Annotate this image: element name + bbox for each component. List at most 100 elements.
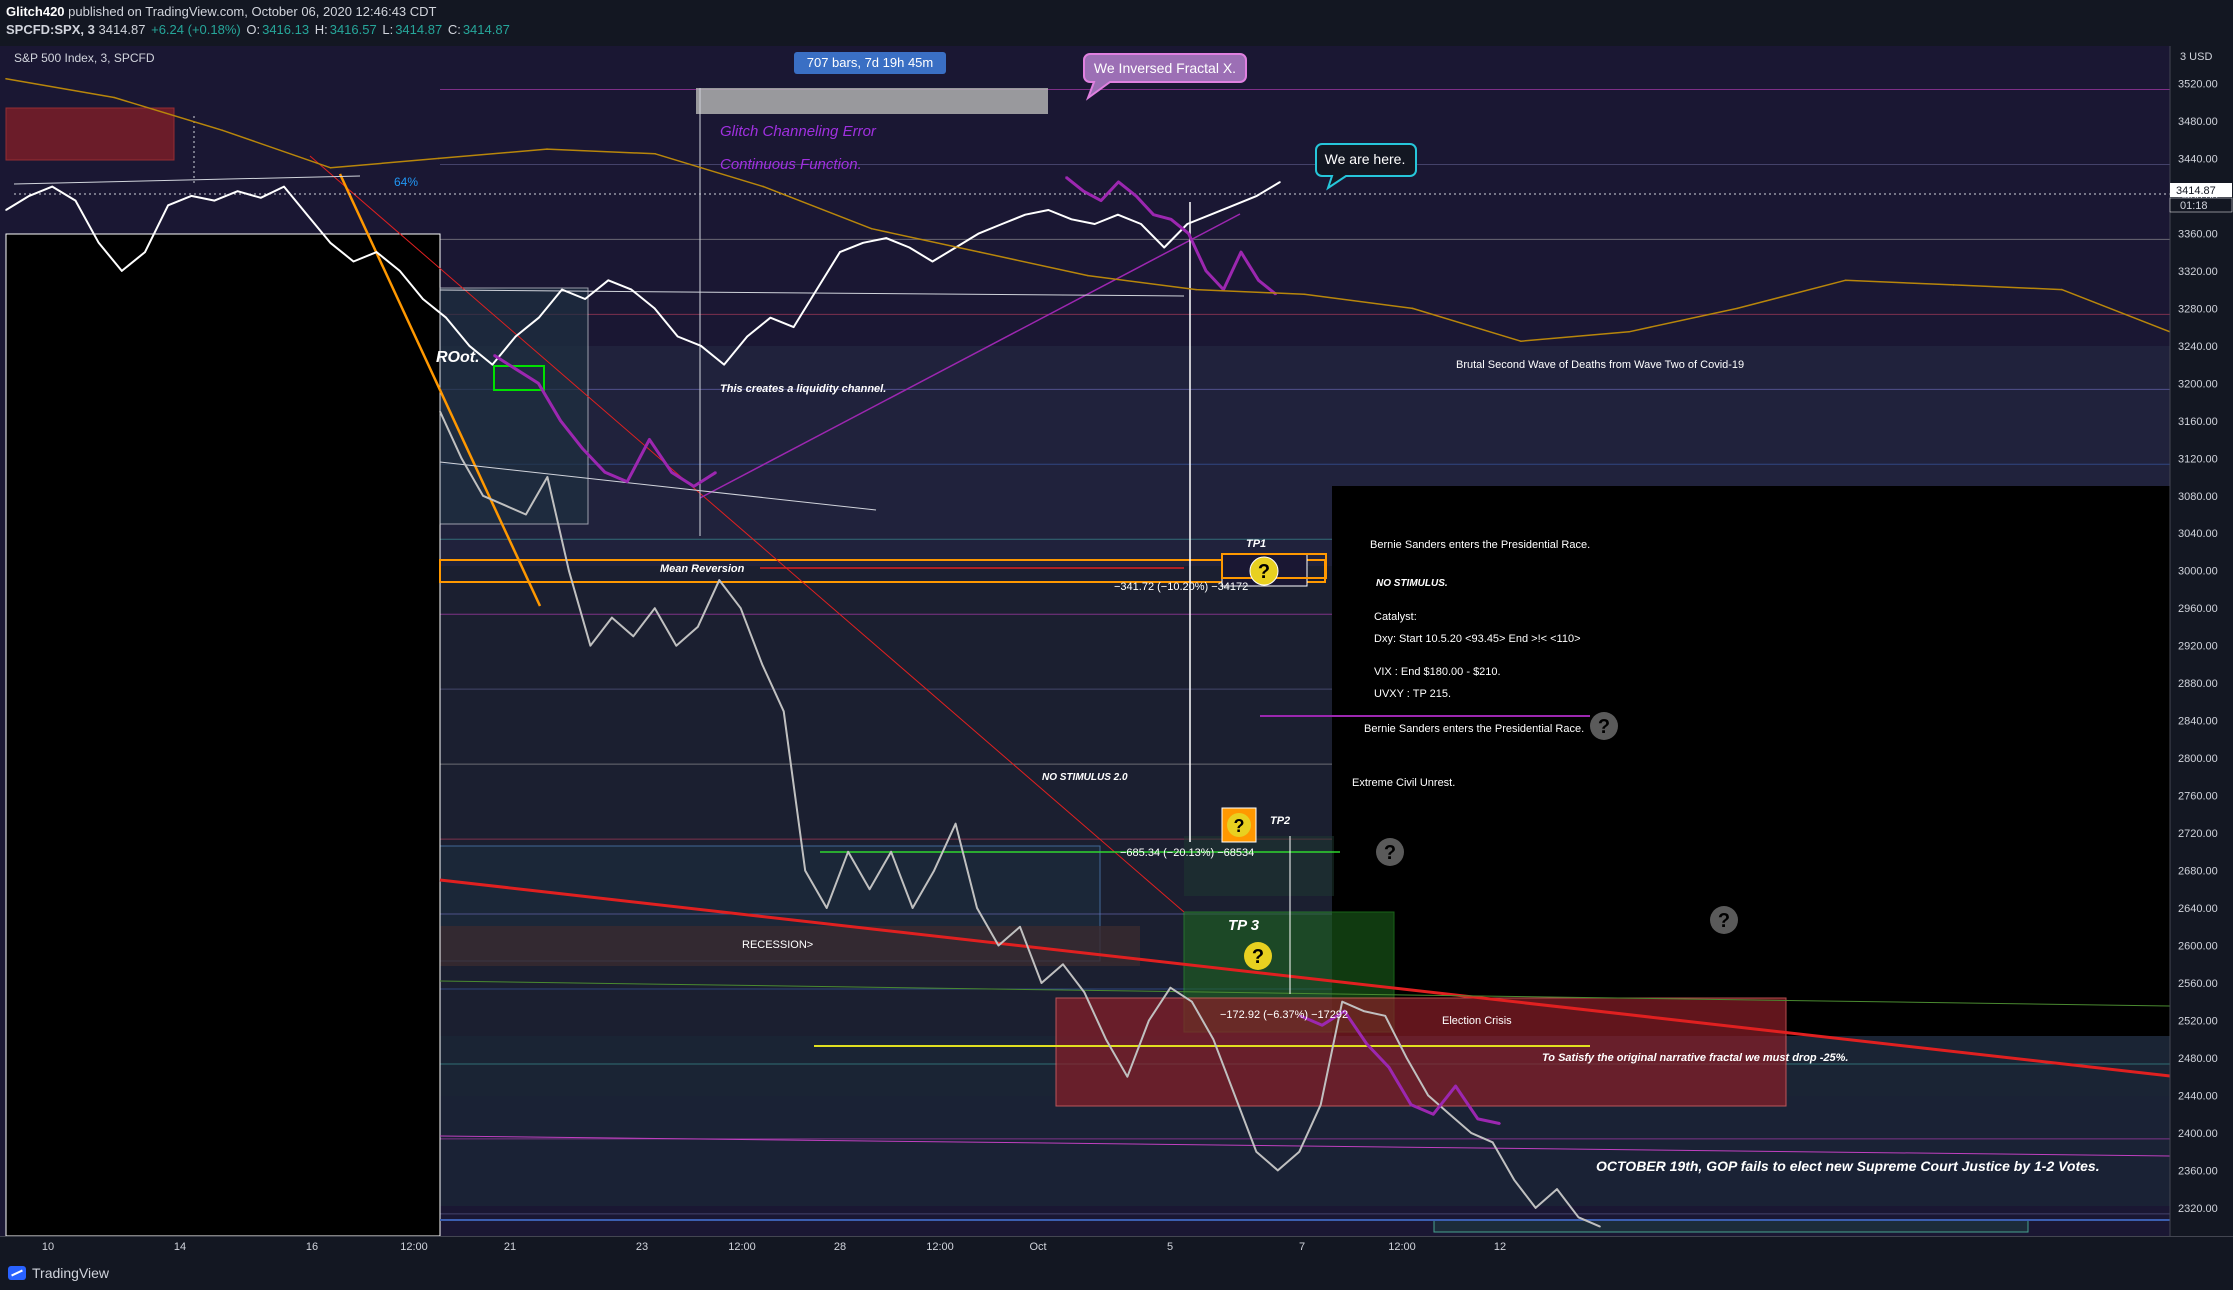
series-point — [74, 199, 77, 202]
series-point — [568, 569, 570, 572]
series-point — [769, 316, 772, 319]
svg-text:?: ? — [1252, 946, 1264, 968]
series-line-4 — [1299, 1009, 1501, 1126]
series-point — [718, 579, 721, 581]
series-point — [604, 471, 606, 474]
october19-label: OCTOBER 19th, GOP fails to elect new Sup… — [1596, 1158, 2100, 1174]
tp2-label: TP2 — [1270, 815, 1290, 827]
civil-unrest-label: Extreme Civil Unrest. — [1352, 777, 1455, 789]
series-point — [1343, 1010, 1346, 1012]
series-point — [468, 345, 471, 347]
series-point — [329, 242, 332, 244]
question-badge-tp2[interactable]: ? — [1221, 807, 1257, 843]
footer: TradingView — [0, 1260, 2233, 1290]
price-tick-label: 3240.00 — [2178, 341, 2218, 353]
bars-range-label: 707 bars, 7d 19h 45m — [794, 52, 946, 74]
series-point — [1087, 274, 1089, 277]
price-tick-label: 2880.00 — [2178, 678, 2218, 690]
open-value: 3416.13 — [262, 22, 310, 37]
tp3-label: TP 3 — [1228, 917, 1260, 934]
price-axis[interactable] — [2170, 46, 2233, 1236]
question-badge-grey-1[interactable]: ? — [1590, 712, 1618, 740]
series-point — [537, 382, 540, 385]
inversed-callout[interactable]: We Inversed Fractal X. — [1083, 53, 1247, 101]
series-point — [399, 270, 401, 272]
time-axis[interactable]: 10 14 16 12:00 21 23 12:00 28 12:00 Oct 5 7 12:00 12 — [0, 1236, 2233, 1261]
series-point — [1117, 181, 1120, 183]
bars-range-text: 707 bars, 7d 19h 45m — [807, 55, 933, 70]
series-point — [1319, 1104, 1322, 1106]
price-tick-label: 2560.00 — [2178, 978, 2218, 990]
glitch-error-label: Glitch Channeling Error — [720, 123, 877, 140]
series-point — [762, 185, 765, 188]
price-tick-label: 3000.00 — [2178, 566, 2218, 578]
price-tick-label: 3080.00 — [2178, 491, 2218, 503]
publish-info: Glitch420 published on TradingView.com, … — [6, 4, 436, 19]
series-point — [445, 316, 447, 319]
series-point — [626, 480, 628, 483]
published-text: published on TradingView.com, October 06… — [68, 4, 437, 19]
series-point — [561, 288, 563, 291]
price-tick-label: 2600.00 — [2178, 941, 2218, 953]
time-tick-label: 12:00 — [728, 1241, 756, 1253]
series-point — [1065, 176, 1067, 178]
time-tick-label: 14 — [173, 1241, 187, 1253]
here-callout[interactable]: We are here. — [1315, 143, 1417, 191]
tradingview-logo[interactable]: TradingView — [8, 1265, 109, 1281]
series-point — [954, 822, 957, 825]
series-point — [1388, 1066, 1390, 1069]
price-tick-label: 2680.00 — [2178, 866, 2218, 878]
publisher-name[interactable]: Glitch420 — [6, 4, 65, 19]
series-point — [190, 195, 193, 197]
series-point — [559, 420, 562, 422]
no-stimulus-label: NO STIMULUS. — [1376, 578, 1448, 589]
series-point — [693, 485, 695, 488]
price-tick-label: 2440.00 — [2178, 1090, 2218, 1102]
bernie-label-1: Bernie Sanders enters the Presidential R… — [1370, 539, 1590, 551]
series-point — [493, 354, 495, 357]
series-point — [1117, 213, 1119, 216]
time-tick-label: 12:00 — [926, 1241, 954, 1253]
series-point — [1499, 1122, 1501, 1125]
series-point — [2061, 288, 2063, 291]
series-point — [911, 907, 914, 909]
series-point — [1321, 1024, 1323, 1026]
series-point — [1047, 209, 1050, 211]
question-badge-tp1[interactable]: ? — [1249, 556, 1279, 586]
price-tick-label: 3040.00 — [2178, 528, 2218, 540]
price-tick-label: 3160.00 — [2178, 416, 2218, 428]
series-point — [1427, 1094, 1429, 1097]
tp2-measure: −685.34 (−20.13%) −68534 — [1120, 847, 1254, 859]
series-point — [825, 907, 828, 909]
price-tick-label: 3520.00 — [2178, 78, 2218, 90]
no-stimulus-2-label: NO STIMULUS 2.0 — [1042, 772, 1128, 783]
series-point — [1135, 195, 1137, 197]
series-point — [1240, 251, 1242, 253]
root-box — [439, 287, 589, 525]
price-tick-label: 2640.00 — [2178, 903, 2218, 915]
series-point — [815, 288, 818, 291]
time-tick-label: 16 — [305, 1241, 319, 1253]
question-badge-tp3[interactable]: ? — [1244, 942, 1272, 970]
question-badge-grey-3[interactable]: ? — [1710, 906, 1738, 934]
series-point — [746, 335, 748, 338]
series-point — [847, 851, 849, 853]
series-point — [931, 260, 934, 263]
series-point — [648, 438, 651, 441]
series-point — [1411, 307, 1414, 310]
series-point — [715, 471, 717, 474]
series-point — [908, 246, 911, 249]
question-badge-grey-2[interactable]: ? — [1376, 838, 1404, 866]
series-point — [1362, 1010, 1365, 1012]
series-point — [1169, 986, 1172, 989]
series-point — [1405, 1057, 1408, 1059]
series-point — [1163, 246, 1165, 249]
series-point — [1126, 1075, 1129, 1078]
chart-area[interactable]: 707 bars, 7d 19h 45m We Inversed Fractal… — [0, 46, 2233, 1237]
series-point — [723, 363, 725, 366]
price-tick-label: 2720.00 — [2178, 828, 2218, 840]
series-point — [538, 316, 540, 319]
series-point — [5, 78, 7, 80]
time-tick-label: 10 — [41, 1241, 55, 1253]
series-point — [839, 251, 841, 253]
